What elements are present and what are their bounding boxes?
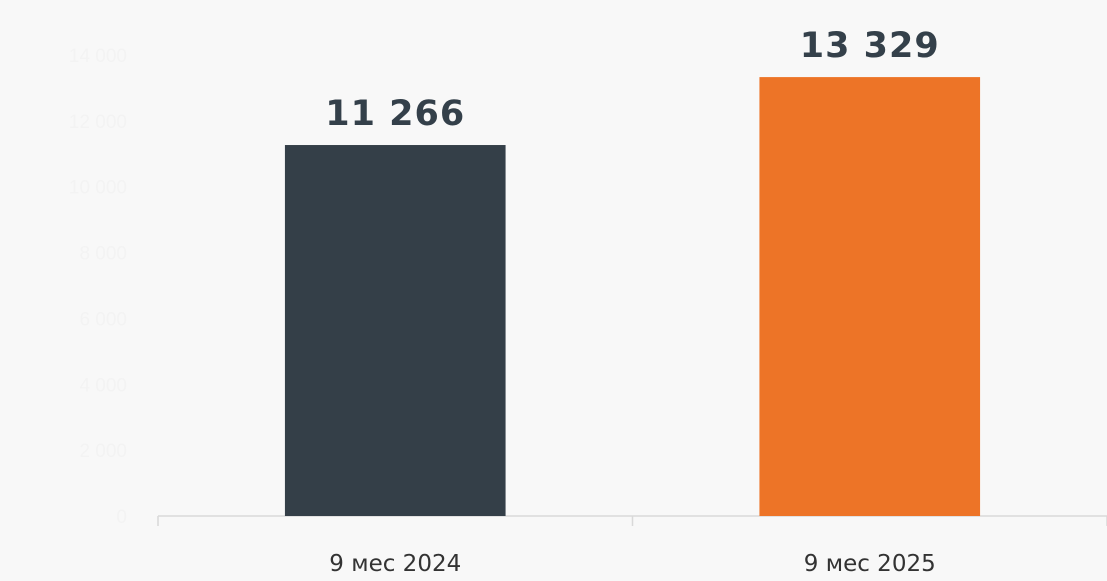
x-tick-label: 9 мес 2025 bbox=[804, 551, 936, 577]
y-tick-label: 6 000 bbox=[79, 309, 127, 330]
y-tick-label: 4 000 bbox=[79, 375, 127, 396]
bar-value-label: 13 329 bbox=[800, 26, 940, 66]
x-axis: 9 мес 2024 9 мес 2025 bbox=[157, 515, 1107, 577]
data-labels: 11 266 13 329 bbox=[325, 26, 940, 134]
y-tick-label: 0 bbox=[116, 507, 127, 528]
y-tick-label: 12 000 bbox=[69, 112, 127, 133]
x-tick-label: 9 мес 2024 bbox=[329, 551, 461, 577]
bars bbox=[284, 77, 981, 517]
y-tick-label: 2 000 bbox=[79, 441, 127, 462]
bar-2 bbox=[759, 77, 981, 517]
bar-value-label: 11 266 bbox=[325, 94, 465, 134]
y-tick-label: 10 000 bbox=[69, 178, 127, 199]
y-axis: 0 2 000 4 000 6 000 8 000 10 000 12 000 14 000 bbox=[69, 46, 127, 528]
y-tick-label: 14 000 bbox=[69, 46, 127, 67]
bar-1 bbox=[284, 145, 506, 516]
y-tick-label: 8 000 bbox=[79, 244, 127, 265]
